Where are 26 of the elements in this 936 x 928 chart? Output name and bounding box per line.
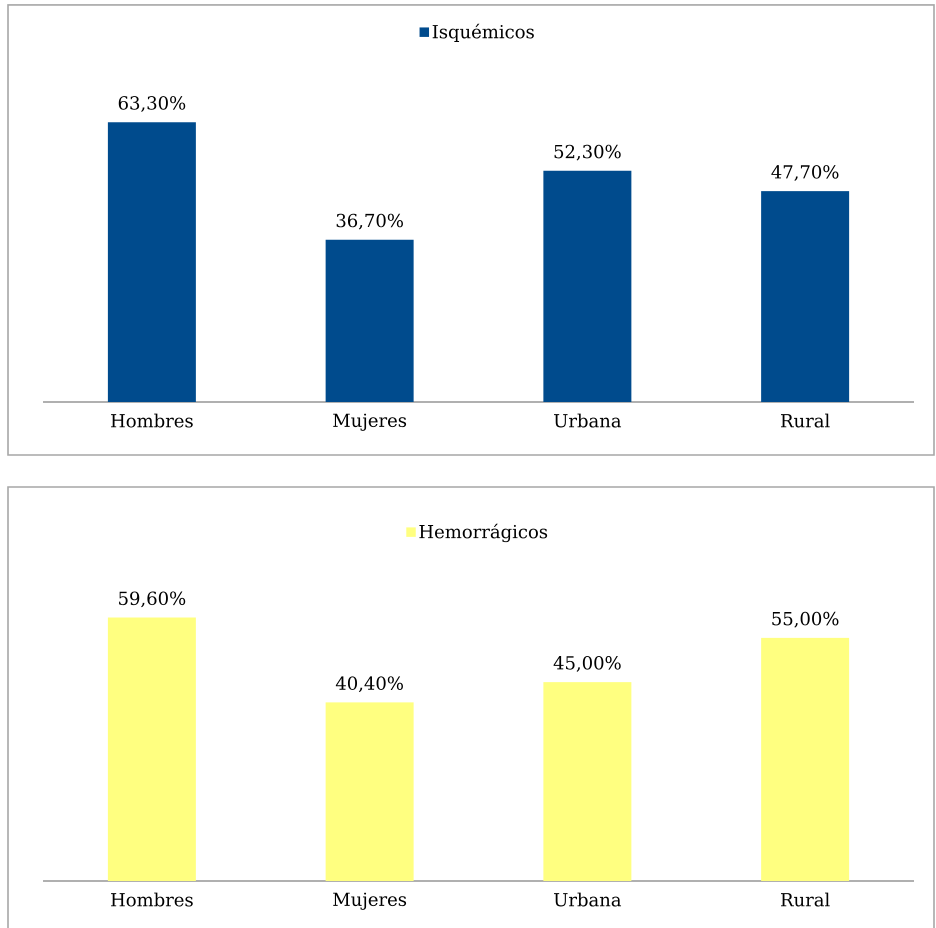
- x-tick-label: Mujeres: [333, 414, 406, 431]
- x-tick-label: Rural: [781, 414, 830, 428]
- x-tick-label: Rural: [781, 892, 830, 907]
- data-label: 36,70%: [336, 214, 403, 230]
- data-label: 52,30%: [554, 144, 621, 161]
- data-label: 47,70%: [771, 165, 838, 181]
- bar: [108, 122, 196, 402]
- x-tick-label: Urbana: [554, 414, 622, 428]
- data-label: 55,00%: [772, 612, 838, 628]
- data-label: 59,60%: [119, 591, 186, 608]
- legend-label: Isquémicos: [432, 24, 534, 42]
- x-tick-label: Urbana: [554, 892, 622, 907]
- data-label: 45,00%: [554, 656, 621, 672]
- x-tick-label: Mujeres: [333, 892, 406, 910]
- x-tick-label: Hombres: [111, 414, 193, 428]
- bar: [108, 618, 196, 881]
- bar: [326, 702, 414, 881]
- bar: [543, 682, 632, 881]
- bar: [761, 638, 850, 881]
- bar: [761, 191, 850, 402]
- data-label: 40,40%: [336, 676, 403, 692]
- bar: [326, 240, 414, 402]
- x-tick-label: Hombres: [111, 892, 193, 907]
- bar: [543, 170, 632, 402]
- legend-label: Hemorrágicos: [419, 524, 548, 542]
- data-label: 63,30%: [118, 96, 186, 112]
